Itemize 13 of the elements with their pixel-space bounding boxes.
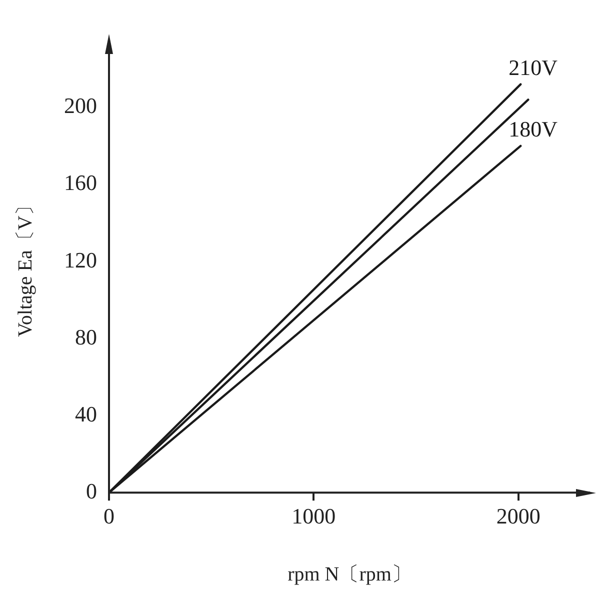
y-tick-label: 80 (75, 324, 97, 350)
series-label: 210V (508, 55, 558, 80)
x-tick-label: 1000 (292, 504, 336, 529)
y-tick-label: 200 (64, 93, 97, 118)
x-tick-label: 0 (104, 504, 114, 529)
y-tick-label: 40 (75, 401, 97, 426)
y-tick-label: 120 (64, 247, 97, 272)
y-tick-label: 160 (64, 170, 97, 196)
series-label: 180V (508, 116, 558, 142)
y-axis-title: Voltage Ea〔V〕 (14, 196, 36, 337)
y-tick-label: 0 (86, 478, 97, 504)
x-tick-label: 2000 (496, 504, 540, 529)
x-axis-title: rpm N〔rpm〕 (288, 563, 412, 586)
